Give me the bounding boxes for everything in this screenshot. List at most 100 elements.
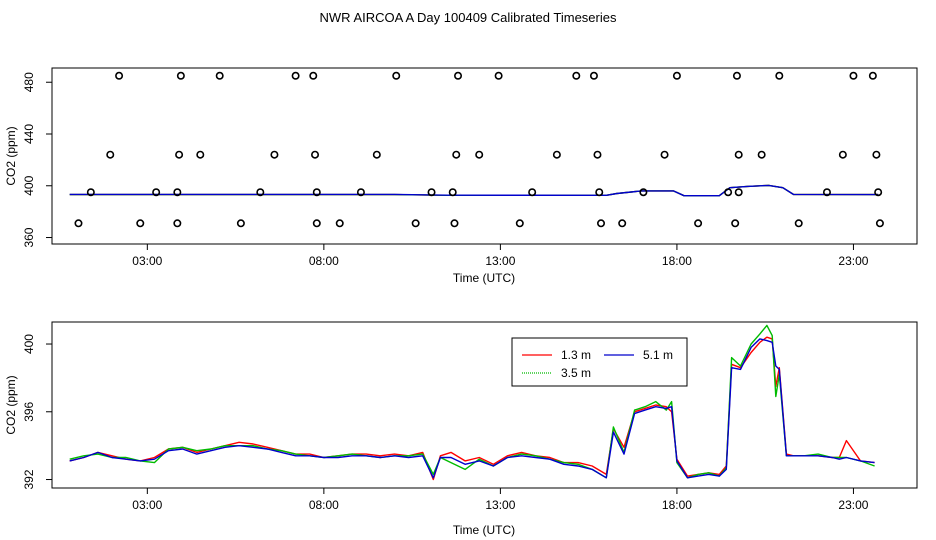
top-data-point bbox=[734, 150, 743, 159]
top-data-point bbox=[411, 219, 420, 228]
top-data-point bbox=[312, 188, 321, 197]
top-data-point bbox=[794, 219, 803, 228]
bottom-y-tick-label: 400 bbox=[22, 334, 36, 354]
bottom-y-axis-label: CO2 (ppm) bbox=[4, 375, 18, 434]
top-data-point bbox=[732, 71, 741, 80]
top-y-axis-label: CO2 (ppm) bbox=[4, 126, 18, 185]
top-data-point bbox=[427, 188, 436, 197]
top-data-point bbox=[152, 188, 161, 197]
top-panel: 03:00 08:00 13:00 18:00 23:00 360 400 440 480 T… bbox=[4, 67, 918, 285]
top-data-point bbox=[593, 150, 602, 159]
top-data-point bbox=[572, 71, 581, 80]
bottom-plot-frame bbox=[51, 321, 918, 489]
top-data-point bbox=[589, 71, 598, 80]
top-x-tick-label: 03:00 bbox=[132, 254, 162, 268]
bottom-series-1-3-m bbox=[69, 336, 875, 481]
top-data-point bbox=[694, 219, 703, 228]
top-x-tick-label: 18:00 bbox=[662, 254, 692, 268]
top-data-point bbox=[724, 188, 733, 197]
top-y-axis: 360 400 440 480 bbox=[22, 72, 52, 248]
top-data-point bbox=[173, 219, 182, 228]
bottom-x-axis: 03:00 08:00 13:00 18:00 23:00 bbox=[132, 488, 869, 512]
top-data-point bbox=[868, 71, 877, 80]
top-data-point bbox=[173, 188, 182, 197]
top-data-point bbox=[757, 150, 766, 159]
top-x-tick-label: 13:00 bbox=[485, 254, 515, 268]
top-data-point bbox=[494, 71, 503, 80]
bottom-series-5-1-m bbox=[69, 338, 875, 479]
top-data-point bbox=[639, 188, 648, 197]
top-data-point bbox=[874, 188, 883, 197]
top-data-point bbox=[672, 71, 681, 80]
top-data-point bbox=[595, 188, 604, 197]
top-data-point bbox=[475, 150, 484, 159]
legend-label-3-5m: 3.5 m bbox=[561, 366, 591, 380]
top-scatter-points bbox=[74, 71, 884, 228]
top-data-point bbox=[875, 219, 884, 228]
top-data-point bbox=[775, 71, 784, 80]
top-data-point bbox=[392, 71, 401, 80]
top-y-tick-label: 360 bbox=[22, 227, 36, 247]
bottom-x-axis-label: Time (UTC) bbox=[453, 523, 515, 537]
top-x-tick-label: 23:00 bbox=[838, 254, 868, 268]
top-data-point bbox=[106, 150, 115, 159]
top-data-point bbox=[452, 150, 461, 159]
chart-title: NWR AIRCOA A Day 100409 Calibrated Times… bbox=[320, 10, 617, 25]
top-data-point bbox=[372, 150, 381, 159]
top-data-point bbox=[597, 219, 606, 228]
top-data-point bbox=[356, 188, 365, 197]
top-data-point bbox=[176, 71, 185, 80]
top-data-point bbox=[838, 150, 847, 159]
bottom-y-tick-label: 396 bbox=[22, 401, 36, 421]
top-data-point bbox=[849, 71, 858, 80]
top-data-point bbox=[618, 219, 627, 228]
bottom-x-tick-label: 18:00 bbox=[662, 498, 692, 512]
legend-label-1-3m: 1.3 m bbox=[561, 348, 591, 362]
bottom-series-3-5-m bbox=[69, 324, 875, 479]
legend: 1.3 m 3.5 m 5.1 m bbox=[511, 337, 688, 387]
bottom-y-axis: 392 396 400 bbox=[22, 334, 52, 490]
top-y-tick-label: 440 bbox=[22, 124, 36, 144]
top-data-point bbox=[291, 71, 300, 80]
top-data-point bbox=[454, 71, 463, 80]
top-data-point bbox=[136, 219, 145, 228]
legend-label-5-1m: 5.1 m bbox=[643, 348, 673, 362]
top-data-point bbox=[236, 219, 245, 228]
top-data-point bbox=[309, 71, 318, 80]
top-data-point bbox=[196, 150, 205, 159]
bottom-y-tick-label: 392 bbox=[22, 469, 36, 489]
bottom-x-tick-label: 03:00 bbox=[132, 498, 162, 512]
top-data-point bbox=[450, 219, 459, 228]
top-x-axis-label: Time (UTC) bbox=[453, 271, 515, 285]
top-data-point bbox=[822, 188, 831, 197]
top-plot-frame bbox=[51, 67, 918, 245]
top-data-point bbox=[335, 219, 344, 228]
top-data-point bbox=[552, 150, 561, 159]
top-data-point bbox=[215, 71, 224, 80]
top-y-tick-label: 400 bbox=[22, 175, 36, 195]
top-data-point bbox=[312, 219, 321, 228]
top-series-lines bbox=[69, 184, 879, 197]
bottom-x-tick-label: 23:00 bbox=[838, 498, 868, 512]
top-data-point bbox=[660, 150, 669, 159]
top-x-tick-label: 08:00 bbox=[309, 254, 339, 268]
top-data-point bbox=[175, 150, 184, 159]
top-data-point bbox=[311, 150, 320, 159]
top-data-point bbox=[734, 188, 743, 197]
top-x-axis: 03:00 08:00 13:00 18:00 23:00 bbox=[132, 244, 869, 268]
bottom-panel: 03:00 08:00 13:00 18:00 23:00 392 396 400 Time… bbox=[4, 321, 918, 537]
top-data-point bbox=[74, 219, 83, 228]
top-data-point bbox=[270, 150, 279, 159]
top-y-tick-label: 480 bbox=[22, 72, 36, 92]
top-data-point bbox=[115, 71, 124, 80]
top-data-point bbox=[528, 188, 537, 197]
bottom-series-lines bbox=[69, 324, 875, 481]
top-data-point bbox=[448, 188, 457, 197]
bottom-x-tick-label: 08:00 bbox=[309, 498, 339, 512]
legend-box bbox=[511, 337, 688, 387]
top-series-5-1-m bbox=[69, 184, 879, 197]
top-data-point bbox=[515, 219, 524, 228]
bottom-x-tick-label: 13:00 bbox=[485, 498, 515, 512]
top-data-point bbox=[86, 188, 95, 197]
